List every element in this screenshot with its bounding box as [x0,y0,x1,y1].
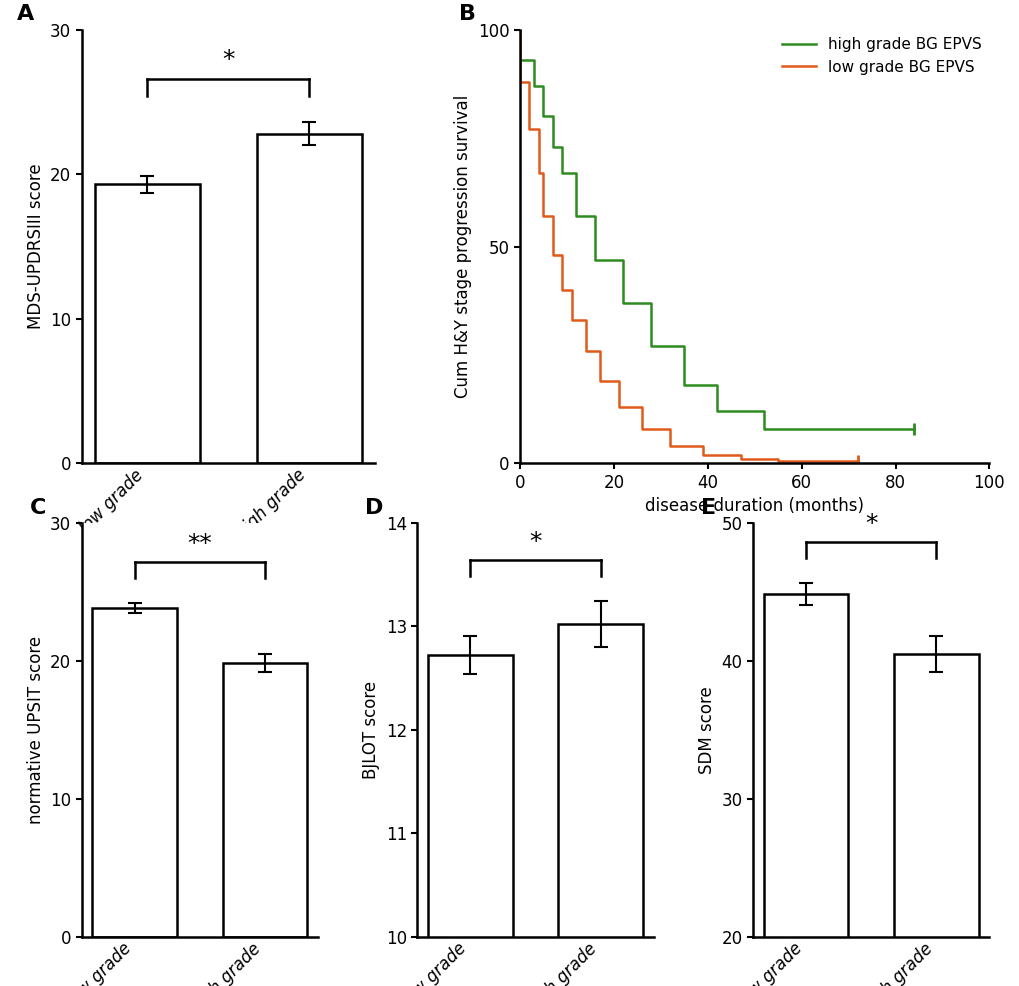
Text: D: D [365,498,383,518]
high grade BG EPVS [907,423,919,435]
Text: A: A [17,4,35,24]
Y-axis label: BJLOT score: BJLOT score [362,680,380,779]
Text: *: * [864,512,876,535]
Text: *: * [529,529,541,554]
low grade BG EPVS [546,249,558,261]
high grade BG EPVS [678,340,690,352]
high grade BG EPVS [570,210,582,222]
Bar [222,664,307,937]
low grade BG EPVS [579,315,591,326]
low grade BG EPVS [734,449,746,460]
Text: **: ** [187,531,212,556]
low grade BG EPVS [851,456,863,467]
low grade BG EPVS [593,345,605,357]
Line: high grade BG EPVS: high grade BG EPVS [520,30,913,429]
low grade BG EPVS [663,440,676,452]
low grade BG EPVS [635,401,647,413]
high grade BG EPVS [678,380,690,391]
high grade BG EPVS [645,297,657,309]
Y-axis label: MDS-UPDRSIII score: MDS-UPDRSIII score [26,164,45,329]
Bar [257,134,362,463]
low grade BG EPVS [771,456,784,467]
high grade BG EPVS [757,405,769,417]
high grade BG EPVS [907,423,919,435]
low grade BG EPVS [851,456,863,467]
Text: E: E [700,498,715,518]
low grade BG EPVS [523,123,535,135]
Y-axis label: Cum H&Y stage progression survival: Cum H&Y stage progression survival [453,95,472,398]
Bar [893,654,977,986]
high grade BG EPVS [528,80,540,92]
Bar [95,184,200,463]
high grade BG EPVS [616,297,629,309]
low grade BG EPVS [555,284,568,296]
high grade BG EPVS [570,167,582,178]
high grade BG EPVS [514,24,526,35]
Y-axis label: SDM score: SDM score [697,686,715,773]
high grade BG EPVS [537,110,549,122]
low grade BG EPVS [537,210,549,222]
high grade BG EPVS [555,167,568,178]
low grade BG EPVS [593,375,605,387]
low grade BG EPVS [579,345,591,357]
high grade BG EPVS [588,210,600,222]
high grade BG EPVS [710,380,722,391]
high grade BG EPVS [616,253,629,265]
Bar [557,624,642,986]
Bar [428,655,513,986]
low grade BG EPVS [532,167,544,178]
Y-axis label: normative UPSIT score: normative UPSIT score [26,636,45,823]
low grade BG EPVS [514,24,526,35]
Bar [763,595,848,986]
low grade BG EPVS [611,375,624,387]
low grade BG EPVS [532,123,544,135]
low grade BG EPVS [771,454,784,465]
low grade BG EPVS [611,401,624,413]
X-axis label: BG-EPVS: BG-EPVS [184,548,272,566]
high grade BG EPVS [710,405,722,417]
low grade BG EPVS [696,449,708,460]
high grade BG EPVS [757,423,769,435]
low grade BG EPVS [663,423,676,435]
Text: C: C [30,498,46,518]
low grade BG EPVS [523,76,535,88]
high grade BG EPVS [645,340,657,352]
Text: B: B [459,4,476,24]
Text: *: * [222,48,234,72]
high grade BG EPVS [528,54,540,66]
low grade BG EPVS [565,315,577,326]
high grade BG EPVS [514,54,526,66]
Bar [93,608,177,937]
low grade BG EPVS [555,249,568,261]
low grade BG EPVS [734,454,746,465]
low grade BG EPVS [546,210,558,222]
high grade BG EPVS [588,253,600,265]
high grade BG EPVS [546,110,558,122]
X-axis label: disease duration (months): disease duration (months) [645,497,863,516]
Line: low grade BG EPVS: low grade BG EPVS [520,30,857,461]
low grade BG EPVS [514,76,526,88]
low grade BG EPVS [565,284,577,296]
high grade BG EPVS [555,141,568,153]
high grade BG EPVS [546,141,558,153]
low grade BG EPVS [635,423,647,435]
low grade BG EPVS [537,167,549,178]
high grade BG EPVS [537,80,549,92]
Legend: high grade BG EPVS, low grade BG EPVS: high grade BG EPVS, low grade BG EPVS [782,37,981,75]
low grade BG EPVS [696,440,708,452]
